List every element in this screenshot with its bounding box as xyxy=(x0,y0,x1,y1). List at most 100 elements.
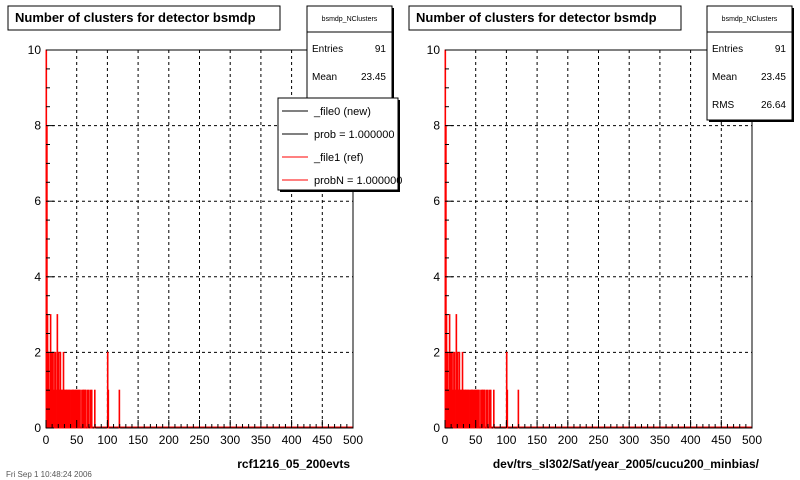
title-box xyxy=(408,5,682,31)
x-axis-label: rcf1216_05_200evts xyxy=(237,457,350,471)
histogram-bar xyxy=(506,389,509,429)
histogram-bar xyxy=(107,389,110,429)
y-tick-label: 2 xyxy=(34,345,41,359)
histogram-bar xyxy=(82,389,85,429)
x-tick-label: 150 xyxy=(527,433,547,447)
x-tick-label: 350 xyxy=(650,433,670,447)
histogram-bar xyxy=(465,389,467,429)
histogram-bar xyxy=(460,389,463,429)
histogram-panel-1: 0 50 100 150 200 250 300 350 400 450 500 0 2 4 6 8 10 rcf… xyxy=(7,5,402,471)
x-tick-label: 0 xyxy=(43,433,50,447)
histogram-bar xyxy=(87,389,90,429)
stats-name: bsmdp_NClusters xyxy=(722,16,778,23)
stats-value: 91 xyxy=(375,44,387,55)
x-tick-label: 500 xyxy=(343,433,363,447)
chart-title: Number of clusters for detector bsmdp xyxy=(416,10,657,25)
histogram-bar xyxy=(454,389,456,429)
legend-frame xyxy=(277,97,399,191)
histogram-bar xyxy=(458,351,461,429)
y-tick-label: 10 xyxy=(427,43,441,57)
x-tick-label: 350 xyxy=(251,433,271,447)
stats-label: Entries xyxy=(312,44,343,55)
histogram-bar xyxy=(489,389,492,429)
y-tick-label: 0 xyxy=(34,421,41,435)
x-tick-label: 250 xyxy=(189,433,209,447)
x-tick-label: 150 xyxy=(128,433,148,447)
stats-label: Mean xyxy=(312,72,337,83)
x-tick-label: 300 xyxy=(220,433,240,447)
y-tick-label: 2 xyxy=(433,345,440,359)
x-tick-label: 0 xyxy=(442,433,449,447)
y-tick-label: 8 xyxy=(34,119,41,133)
histogram-bar xyxy=(472,389,474,429)
histogram-bar xyxy=(63,389,66,429)
histogram-panel-2: 0 50 100 150 200 250 300 350 400 450 500 0 2 4 6 8 10 dev… xyxy=(408,5,794,471)
histogram-bar xyxy=(81,389,83,429)
histogram-bar xyxy=(73,389,75,429)
x-tick-label: 300 xyxy=(619,433,639,447)
y-tick-label: 4 xyxy=(433,270,440,284)
histogram-bar xyxy=(55,389,57,429)
x-tick-label: 50 xyxy=(469,433,483,447)
x-tick-label: 100 xyxy=(97,433,117,447)
histogram-bar xyxy=(90,389,93,429)
stats-value: 23.45 xyxy=(361,72,386,83)
histogram-bar xyxy=(493,389,495,429)
histogram-bar xyxy=(66,389,68,429)
legend-entry: probN = 1.000000 xyxy=(314,175,402,187)
legend-entry: prob = 1.000000 xyxy=(314,129,394,141)
y-tick-label: 8 xyxy=(433,119,440,133)
legend-entry: _file1 (ref) xyxy=(313,152,364,164)
histogram-bar xyxy=(483,389,486,429)
stats-value: 23.45 xyxy=(761,72,786,83)
histogram-bar xyxy=(94,389,96,429)
histogram-bar xyxy=(485,389,488,429)
histogram-bar xyxy=(77,389,80,429)
histogram-bar xyxy=(70,389,72,429)
histogram-bar xyxy=(86,389,89,429)
chart-title: Number of clusters for detector bsmdp xyxy=(15,10,256,25)
axis-ticks: 0 50 100 150 200 250 300 350 400 450 500 0 2 4 6 8 10 xyxy=(28,43,364,447)
x-tick-label: 400 xyxy=(282,433,302,447)
histogram-bar xyxy=(52,351,54,429)
legend-box: _file0 (new) prob = 1.000000 _file1 (ref) p… xyxy=(277,97,402,192)
histogram-bar xyxy=(61,389,64,429)
legend-entry: _file0 (new) xyxy=(313,106,371,118)
x-tick-label: 500 xyxy=(742,433,762,447)
histogram-bar xyxy=(462,389,465,429)
stats-label: Entries xyxy=(712,44,743,55)
stats-name: bsmdp_NClusters xyxy=(322,16,378,23)
histogram-bar xyxy=(478,389,480,429)
x-tick-label: 250 xyxy=(588,433,608,447)
y-tick-label: 6 xyxy=(433,194,440,208)
histogram-bar xyxy=(488,389,491,429)
histogram-bar xyxy=(469,389,471,429)
title-box xyxy=(7,5,281,31)
x-tick-label: 100 xyxy=(496,433,516,447)
histogram-bar xyxy=(481,389,484,429)
axis-ticks: 0 50 100 150 200 250 300 350 400 450 500 0 2 4 6 8 10 xyxy=(427,43,763,447)
x-tick-label: 400 xyxy=(681,433,701,447)
stats-label: Mean xyxy=(712,72,737,83)
stats-label: RMS xyxy=(712,100,735,111)
histogram-bar xyxy=(480,389,482,429)
x-tick-label: 200 xyxy=(558,433,578,447)
histogram-bar xyxy=(517,389,520,429)
y-tick-label: 4 xyxy=(34,270,41,284)
x-axis-label: dev/trs_sl302/Sat/year_2005/cucu200_minb… xyxy=(493,457,760,471)
x-tick-label: 450 xyxy=(312,433,332,447)
histogram-bar xyxy=(59,351,62,429)
histogram-bar xyxy=(476,389,479,429)
histogram-bar xyxy=(451,351,453,429)
histogram-bar xyxy=(79,389,81,429)
x-tick-label: 50 xyxy=(70,433,84,447)
y-tick-label: 6 xyxy=(34,194,41,208)
stats-box-frame xyxy=(706,5,793,121)
histogram-bar xyxy=(68,389,71,429)
histogram-bar xyxy=(486,389,489,429)
stats-value: 91 xyxy=(775,44,787,55)
stats-box: bsmdp_NClusters Entries 91 Mean 23.45 RMS 26.6… xyxy=(706,5,794,122)
histogram-bar xyxy=(118,389,121,429)
histogram-bar xyxy=(467,389,470,429)
